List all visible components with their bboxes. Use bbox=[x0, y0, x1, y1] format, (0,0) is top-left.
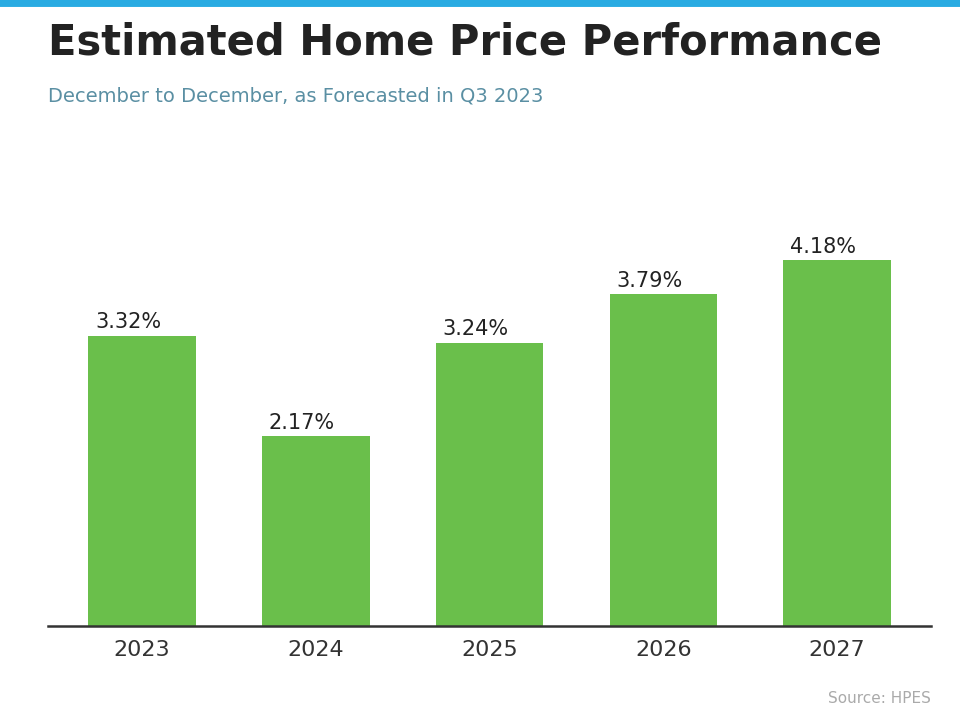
Text: Estimated Home Price Performance: Estimated Home Price Performance bbox=[48, 22, 882, 63]
Text: December to December, as Forecasted in Q3 2023: December to December, as Forecasted in Q… bbox=[48, 86, 543, 105]
Bar bbox=[610, 294, 717, 626]
Text: 2.17%: 2.17% bbox=[269, 413, 335, 433]
Bar bbox=[436, 343, 543, 626]
Bar bbox=[262, 436, 370, 626]
Text: 3.79%: 3.79% bbox=[616, 271, 683, 291]
Bar bbox=[88, 336, 196, 626]
Bar bbox=[783, 261, 891, 626]
Text: 3.32%: 3.32% bbox=[95, 312, 161, 332]
Text: 3.24%: 3.24% bbox=[443, 319, 509, 339]
Text: 4.18%: 4.18% bbox=[790, 237, 856, 257]
Text: Source: HPES: Source: HPES bbox=[828, 690, 931, 706]
